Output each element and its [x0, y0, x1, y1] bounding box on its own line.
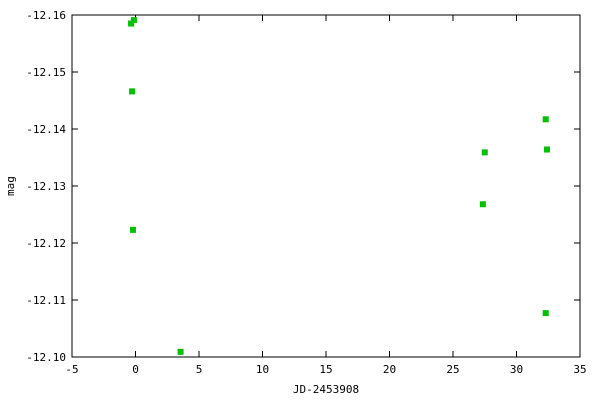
data-point — [542, 116, 549, 123]
y-tick-label: -12.15 — [26, 66, 66, 79]
x-tick-label: 10 — [256, 363, 269, 376]
x-axis-label: JD-2453908 — [293, 383, 359, 396]
x-tick-label: 30 — [510, 363, 523, 376]
data-point — [543, 146, 550, 153]
data-point — [479, 201, 486, 208]
x-tick-label: 20 — [383, 363, 396, 376]
x-tick-label: 25 — [446, 363, 459, 376]
data-point — [177, 348, 184, 355]
y-tick-label: -12.12 — [26, 237, 66, 250]
y-tick-label: -12.14 — [26, 123, 66, 136]
y-tick-label: -12.16 — [26, 9, 66, 22]
data-point — [542, 310, 549, 317]
y-tick-label: -12.13 — [26, 180, 66, 193]
data-point — [128, 20, 135, 27]
y-tick-label: -12.10 — [26, 351, 66, 364]
data-point — [129, 226, 136, 233]
x-tick-label: -5 — [65, 363, 78, 376]
data-point — [481, 149, 488, 156]
data-point — [130, 17, 137, 24]
y-axis-label: mag — [4, 176, 17, 196]
data-point — [129, 88, 136, 95]
y-tick-label: -12.11 — [26, 294, 66, 307]
x-tick-label: 35 — [573, 363, 586, 376]
x-tick-label: 0 — [132, 363, 139, 376]
plot-frame — [71, 14, 581, 358]
x-tick-label: 5 — [196, 363, 203, 376]
x-tick-label: 15 — [319, 363, 332, 376]
